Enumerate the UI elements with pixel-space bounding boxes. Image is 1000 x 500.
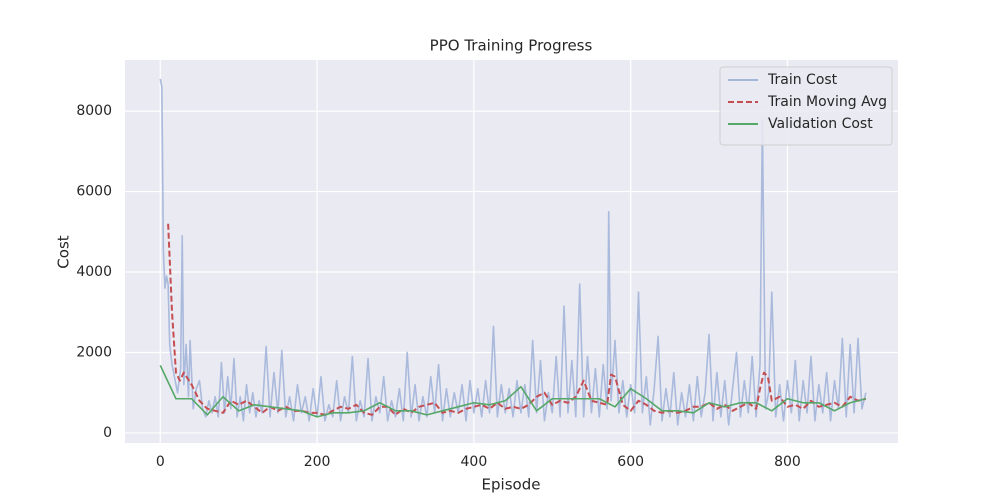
y-tick-label: 2000 [76,344,112,360]
y-tick-label: 4000 [76,264,112,280]
x-tick-label: 800 [774,454,801,470]
x-tick-label: 600 [617,454,644,470]
chart-title: PPO Training Progress [430,37,593,55]
legend-label: Train Moving Avg [767,94,887,110]
legend-label: Train Cost [767,72,838,88]
y-axis-label: Cost [55,235,73,268]
y-tick-label: 0 [103,425,112,441]
x-tick-label: 400 [461,454,488,470]
y-tick-label: 6000 [76,184,112,200]
series-line [159,365,867,418]
legend-box [719,66,893,146]
legend-label: Validation Cost [768,116,873,132]
x-tick-label: 200 [304,454,331,470]
y-tick-label: 8000 [76,103,112,119]
x-axis-label: Episode [482,476,541,494]
x-tick-label: 0 [156,454,165,470]
